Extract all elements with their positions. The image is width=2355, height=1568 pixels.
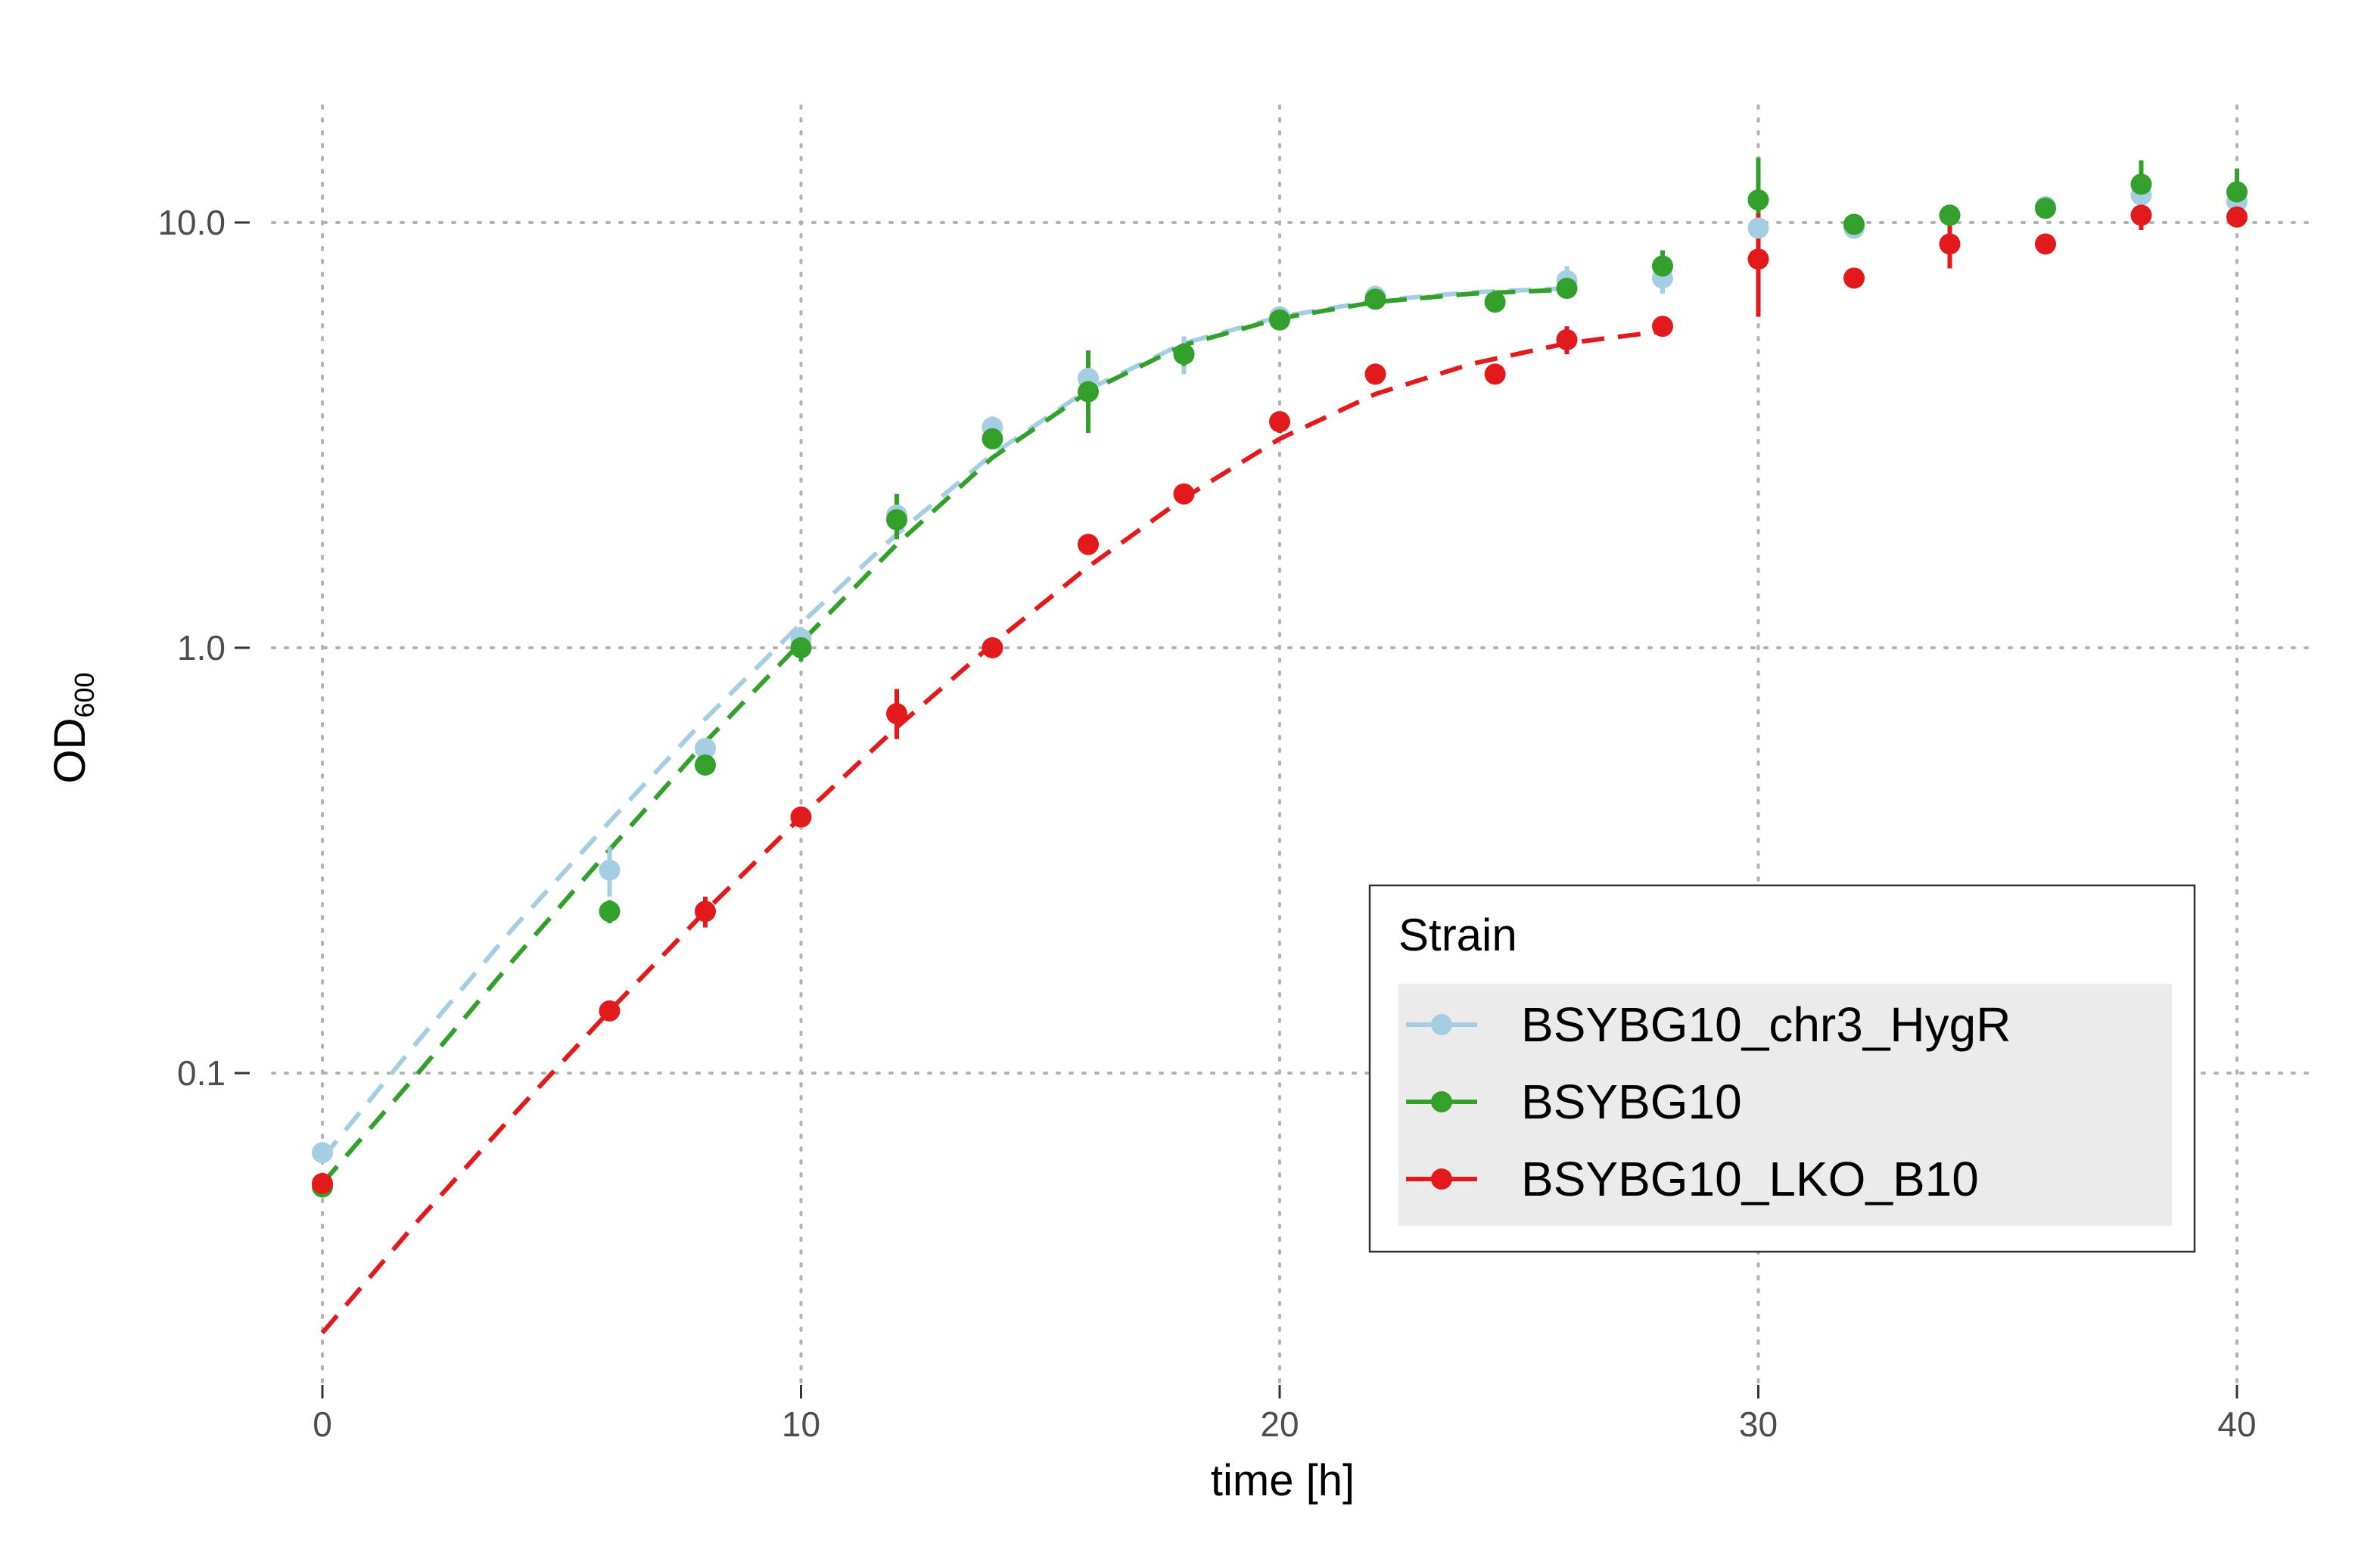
data-point <box>982 428 1003 450</box>
y-axis-title: OD600 <box>45 672 100 783</box>
data-point <box>1484 291 1506 313</box>
data-point <box>599 859 621 881</box>
y-axis-title-subscript: 600 <box>69 672 100 717</box>
data-point <box>1173 483 1195 505</box>
data-point <box>2226 181 2248 203</box>
data-point <box>2035 198 2056 219</box>
data-point <box>2035 233 2056 255</box>
data-point <box>312 1142 333 1164</box>
data-point <box>1652 255 1673 277</box>
data-point <box>1747 217 1769 239</box>
data-point <box>1364 363 1386 385</box>
fit-curve <box>320 286 1567 1160</box>
legend-key-marker <box>1431 1091 1452 1112</box>
data-point <box>1269 411 1290 433</box>
legend-title: Strain <box>1398 910 1517 960</box>
data-point <box>2130 204 2152 226</box>
fit-curve <box>320 287 1567 1185</box>
data-point <box>1939 233 1961 255</box>
axis-ticks: 0 10 20 30 40 0.1 1.0 10.0 <box>157 203 2256 1444</box>
legend-label: BSYBG10_chr3_HygR <box>1521 997 2011 1052</box>
data-point <box>790 806 812 828</box>
data-point <box>1747 248 1769 270</box>
data-point <box>1173 344 1195 366</box>
data-point <box>1364 288 1386 310</box>
data-point <box>790 637 812 658</box>
legend-key-marker <box>1431 1014 1452 1035</box>
data-point <box>982 637 1003 658</box>
data-point <box>1078 534 1099 555</box>
data-points <box>312 173 2248 1198</box>
x-tick-label: 0 <box>313 1405 332 1444</box>
x-tick-label: 10 <box>782 1405 820 1444</box>
data-point <box>886 509 907 530</box>
legend-key-marker <box>1431 1168 1452 1190</box>
y-tick-label: 0.1 <box>177 1053 226 1093</box>
data-point <box>695 901 716 922</box>
legend-key-background <box>1398 984 2172 1226</box>
data-point <box>1843 267 1865 289</box>
data-point <box>695 737 716 759</box>
data-point <box>1484 363 1506 385</box>
y-tick-label: 1.0 <box>177 628 226 667</box>
data-point <box>695 754 716 776</box>
data-point <box>1078 381 1099 403</box>
data-point <box>599 1000 621 1022</box>
x-axis-title: time [h] <box>1211 1456 1355 1505</box>
data-point <box>599 901 621 922</box>
data-point <box>2130 173 2152 195</box>
data-point <box>312 1172 333 1194</box>
x-tick-label: 20 <box>1260 1405 1299 1444</box>
data-point <box>1269 309 1290 331</box>
data-point <box>1556 278 1578 300</box>
data-point <box>1939 204 1961 226</box>
x-tick-label: 30 <box>1739 1405 1778 1444</box>
data-point <box>886 703 907 725</box>
y-axis-title-main: OD <box>45 718 95 784</box>
legend: Strain BSYBG10_chr3_HygR BSYBG10 BSYBG10_L… <box>1368 884 2196 1253</box>
legend-label: BSYBG10_LKO_B10 <box>1521 1152 1979 1206</box>
legend-label: BSYBG10 <box>1521 1075 1742 1129</box>
data-point <box>1843 213 1865 235</box>
data-point <box>1652 316 1673 338</box>
y-tick-label: 10.0 <box>157 203 226 242</box>
data-point <box>1556 328 1578 350</box>
data-point <box>2226 206 2248 228</box>
x-tick-label: 40 <box>2217 1405 2256 1444</box>
legend-items: BSYBG10_chr3_HygR BSYBG10 BSYBG10_LKO_B10 <box>1406 997 2011 1206</box>
data-point <box>1747 189 1769 211</box>
